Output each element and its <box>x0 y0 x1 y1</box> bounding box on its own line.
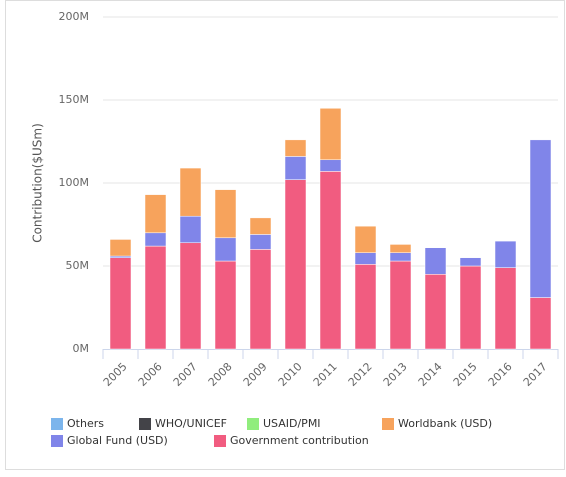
x-tick-label: 2005 <box>101 360 130 389</box>
x-tick-label: 2009 <box>241 360 270 389</box>
legend-label: Worldbank (USD) <box>398 417 492 430</box>
bar-segment <box>214 189 237 239</box>
legend-label: Others <box>67 417 104 430</box>
bar-segment <box>109 257 132 350</box>
x-tick-label: 2016 <box>486 360 515 389</box>
x-tick-label: 2014 <box>416 360 445 389</box>
bar-segment <box>354 252 377 265</box>
bar-segment <box>529 139 552 298</box>
bar-segment <box>214 237 237 262</box>
bar-segment <box>494 240 517 268</box>
legend-swatch <box>51 435 63 447</box>
frame <box>5 0 565 470</box>
bar-segment <box>249 234 272 250</box>
bar-segment <box>389 260 412 350</box>
legend-swatch <box>214 435 226 447</box>
bar-segment <box>179 242 202 350</box>
bar-segment <box>179 167 202 217</box>
bar-segment <box>249 249 272 350</box>
legend-label: USAID/PMI <box>263 417 321 430</box>
x-tick-label: 2011 <box>311 360 340 389</box>
y-tick-label: 150M <box>59 93 90 106</box>
y-tick-label: 200M <box>59 10 90 23</box>
bar-segment <box>389 252 412 262</box>
bar-segment <box>529 297 552 350</box>
legend-swatch <box>51 418 63 430</box>
y-axis-label: Contribution($USm) <box>31 123 45 243</box>
x-tick-label: 2012 <box>346 360 375 389</box>
x-tick-label: 2017 <box>521 360 550 389</box>
legend-swatch <box>247 418 259 430</box>
bar-segment <box>459 265 482 350</box>
x-tick-label: 2008 <box>206 360 235 389</box>
bar-segment <box>179 215 202 244</box>
bar-segment <box>214 260 237 350</box>
bar-segment <box>319 171 342 350</box>
bar-segment <box>319 108 342 161</box>
legend-swatch <box>139 418 151 430</box>
legend-label: Global Fund (USD) <box>67 434 168 447</box>
bar-segment <box>319 159 342 172</box>
y-tick-label: 0M <box>73 342 90 355</box>
bar-segment <box>284 156 307 180</box>
bar-segment <box>284 179 307 350</box>
bar-segment <box>144 245 167 350</box>
bar-segment <box>424 274 447 350</box>
bar-segment <box>144 194 167 234</box>
bar-segment <box>284 139 307 157</box>
legend-swatch <box>382 418 394 430</box>
x-tick-label: 2015 <box>451 360 480 389</box>
x-tick-label: 2013 <box>381 360 410 389</box>
x-tick-label: 2010 <box>276 360 305 389</box>
bar-segment <box>354 225 377 253</box>
bar-segment <box>354 264 377 350</box>
bar-segment <box>494 267 517 350</box>
bar-segment <box>109 239 132 257</box>
y-tick-label: 50M <box>66 259 90 272</box>
y-tick-label: 100M <box>59 176 90 189</box>
legend-label: WHO/UNICEF <box>155 417 227 430</box>
bar-segment <box>389 244 412 253</box>
x-tick-label: 2006 <box>136 360 165 389</box>
x-tick-label: 2007 <box>171 360 200 389</box>
bar-segment <box>459 257 482 267</box>
bar-segment <box>249 217 272 235</box>
bar-segment <box>144 232 167 247</box>
legend-label: Government contribution <box>230 434 369 447</box>
bar-segment <box>424 247 447 275</box>
